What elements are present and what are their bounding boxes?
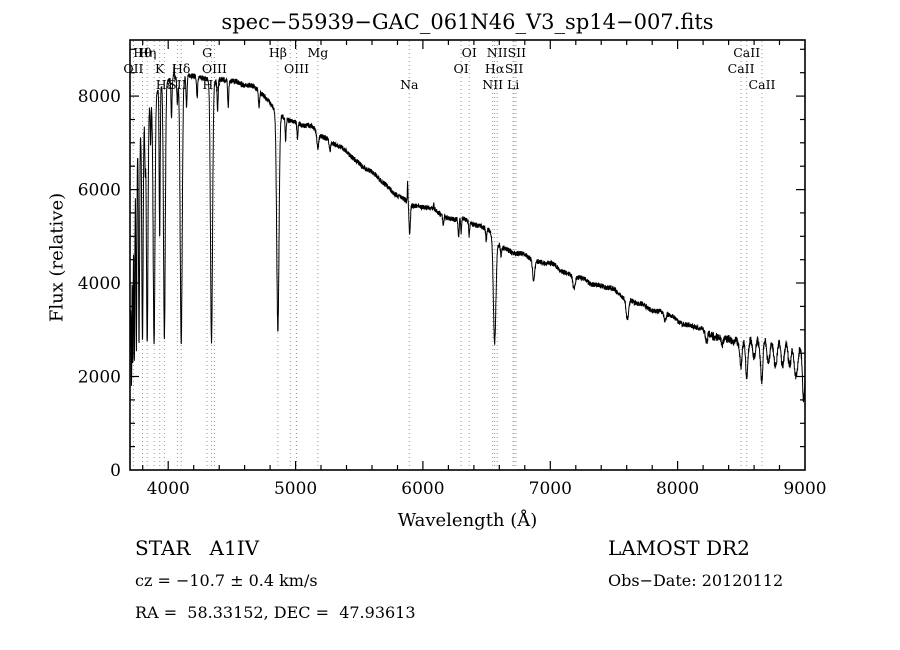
y-tick-label: 6000 (78, 181, 121, 201)
plot-title: spec−55939−GAC_061N46_V3_sp14−007.fits (221, 10, 714, 34)
spectral-line-label: Hδ (172, 61, 190, 76)
radial-velocity-text: cz = −10.7 ± 0.4 km/s (135, 571, 318, 590)
spectral-line-label: NII (487, 45, 508, 60)
spectral-line-label: NII (482, 77, 503, 92)
spectral-line-label: Li (507, 77, 519, 92)
spectral-line-label: Hβ (269, 45, 287, 60)
y-tick-label: 8000 (78, 87, 121, 107)
x-tick-label: 7000 (529, 479, 572, 499)
survey-name-text: LAMOST DR2 (608, 536, 750, 560)
spectral-line-label: OII (123, 61, 143, 76)
spectral-line-label: OI (454, 61, 469, 76)
x-tick-label: 8000 (656, 479, 699, 499)
spectral-line-label: CaII (749, 77, 776, 92)
spectral-line-label: SII (508, 45, 527, 60)
spectral-line-label: K (155, 61, 165, 76)
obs-date-text: Obs−Date: 20120112 (608, 571, 784, 590)
x-axis-label: Wavelength (Å) (397, 510, 538, 531)
x-tick-label: 9000 (783, 479, 826, 499)
x-tick-label: 5000 (274, 479, 317, 499)
x-tick-label: 4000 (147, 479, 190, 499)
x-tick-label: 6000 (401, 479, 444, 499)
spectral-line-label: G (202, 45, 212, 60)
y-tick-label: 0 (110, 461, 121, 481)
spectral-line-label: Hε (156, 77, 173, 92)
spectral-line-label: OI (462, 45, 477, 60)
ra-dec-text: RA = 58.33152, DEC = 47.93613 (135, 603, 416, 622)
spectral-line-label: Hη (138, 45, 156, 60)
spectral-line-label: Hθ (133, 45, 151, 60)
spectral-line-label: CaII (733, 45, 760, 60)
spectral-line-label: OIII (202, 61, 227, 76)
spectral-line-label: SII (505, 61, 524, 76)
spectral-line-label: CaII (728, 61, 755, 76)
spectral-line-label: Mg (307, 45, 328, 60)
spectrum-trace (130, 64, 805, 470)
plot-frame (129, 39, 806, 471)
spectral-line-label: SII (168, 77, 187, 92)
y-tick-label: 4000 (78, 274, 121, 294)
spectral-line-label: Na (400, 77, 419, 92)
y-tick-label: 2000 (78, 367, 121, 387)
y-axis-label: Flux (relative) (46, 192, 68, 323)
spectral-line-label: OIII (284, 61, 309, 76)
spectral-line-label: Hγ (202, 77, 220, 92)
spectral-line-label: Hα (485, 61, 505, 76)
object-class-text: STAR A1IV (135, 536, 260, 560)
